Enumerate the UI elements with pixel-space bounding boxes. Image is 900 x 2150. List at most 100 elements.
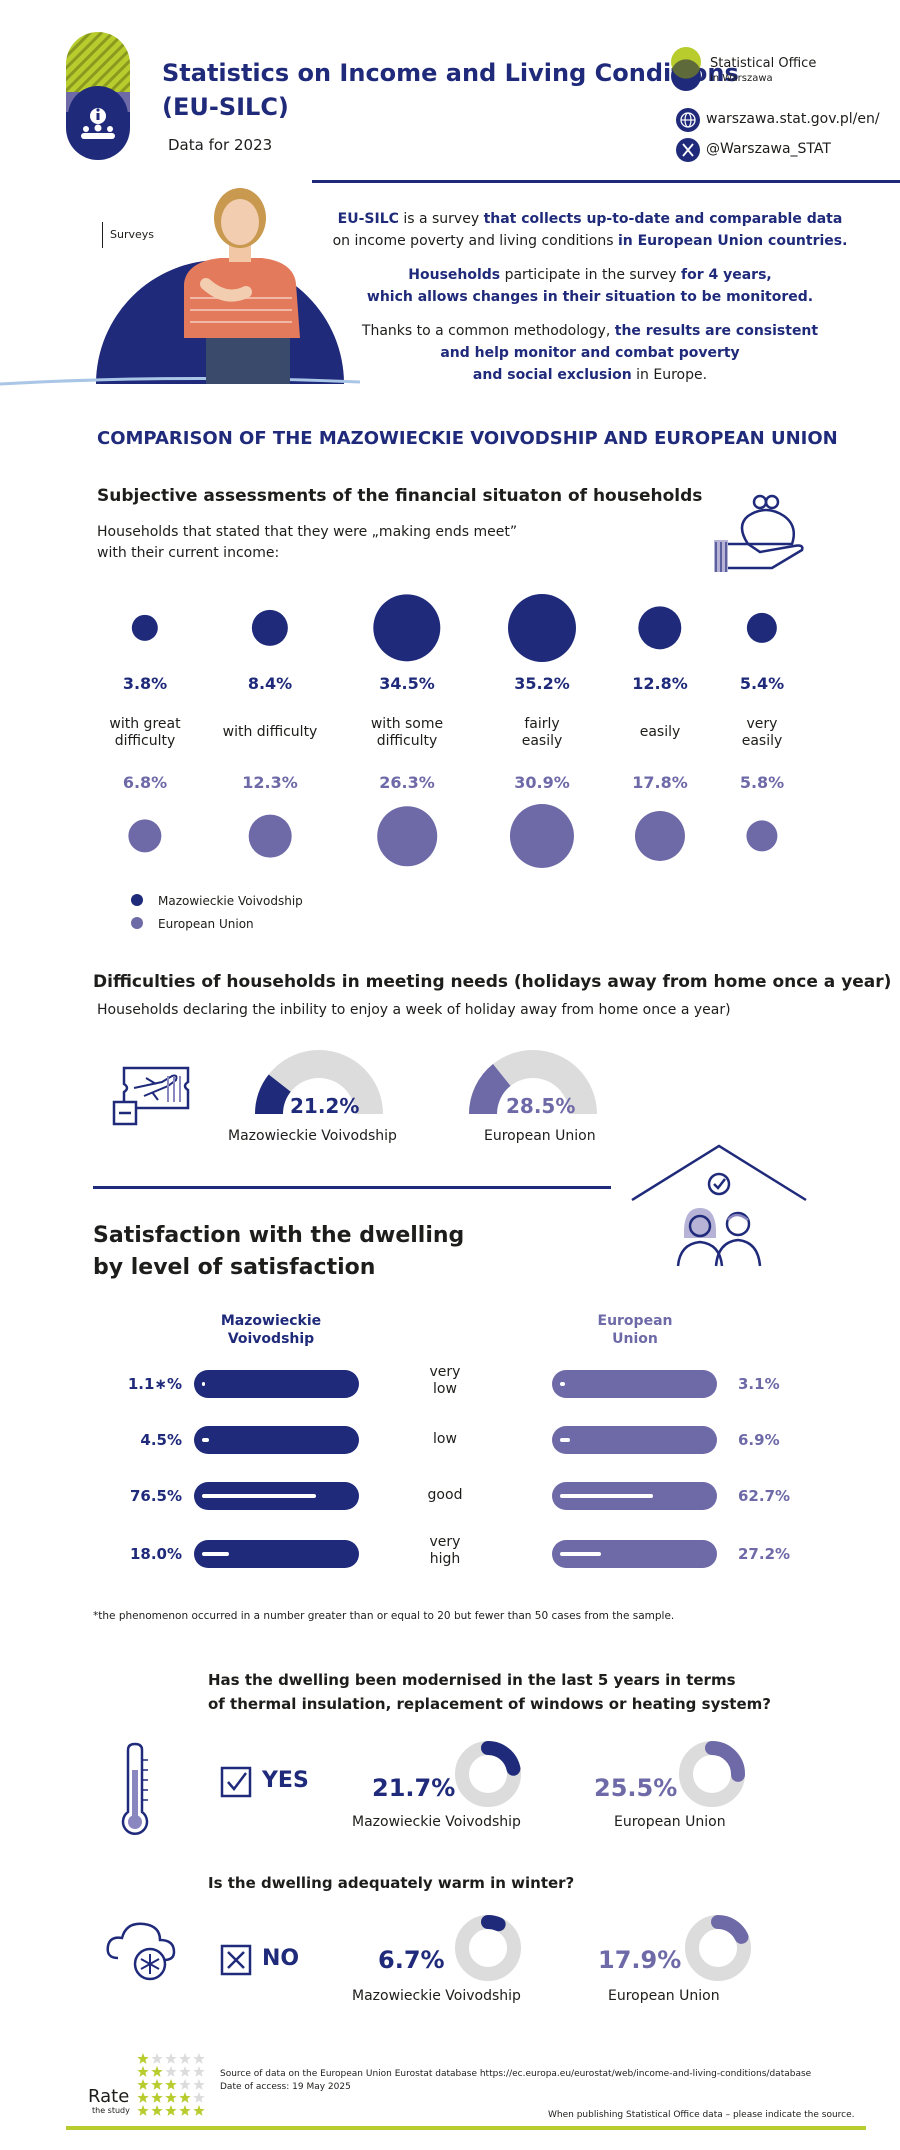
ends-meet-maz-value: 12.8%	[632, 674, 688, 693]
rate-sublabel: the study	[92, 2106, 130, 2115]
modernised-eu-donut	[679, 1741, 745, 1807]
globe-icon	[676, 108, 700, 132]
ends-meet-maz-value: 5.4%	[739, 674, 785, 693]
donut-track	[455, 1915, 521, 1981]
ends-meet-eu-bubble	[634, 810, 686, 862]
surveys-tag: Surveys	[110, 228, 154, 241]
modernised-maz-label: Mazowieckie Voivodship	[352, 1814, 521, 1830]
ends-meet-eu-value: 12.3%	[242, 773, 298, 792]
ends-meet-maz-bubble	[638, 606, 682, 650]
website-link[interactable]: warszawa.stat.gov.pl/en/	[706, 111, 880, 127]
donut-fill	[679, 1741, 745, 1807]
holidays-eu-label: European Union	[484, 1128, 596, 1144]
ends-meet-maz-bubble	[746, 612, 778, 644]
star-icon	[193, 2105, 205, 2116]
ends-meet-eu-value: 30.9%	[514, 773, 570, 792]
donut-fill	[685, 1915, 751, 1981]
cloud-snowflake-icon	[104, 1918, 180, 1982]
satisfaction-maz-bar	[194, 1482, 359, 1510]
holidays-maz-value: 21.2%	[290, 1094, 360, 1118]
satisfaction-maz-bar	[194, 1540, 359, 1568]
page-subtitle: Data for 2023	[168, 136, 273, 154]
satisfaction-maz-value: 18.0%	[129, 1545, 182, 1563]
ends-meet-eu-value: 17.8%	[632, 773, 688, 792]
satisfaction-eu-value: 6.9%	[738, 1431, 780, 1449]
satisfaction-eu-bar-fill	[560, 1552, 601, 1556]
warm-answer: NO	[262, 1946, 300, 1971]
ends-meet-title: Subjective assessments of the financial …	[97, 486, 703, 506]
star-icon	[151, 2105, 163, 2116]
satisfaction-eu-value: 27.2%	[738, 1545, 791, 1563]
star-icon	[193, 2053, 205, 2064]
star-icon	[179, 2105, 191, 2116]
comparison-title: COMPARISON OF THE MAZOWIECKIE VOIVODSHIP…	[97, 428, 838, 449]
satisfaction-eu-bar-fill	[560, 1382, 565, 1386]
star-icon	[179, 2092, 191, 2103]
ends-meet-maz-value: 8.4%	[247, 674, 293, 693]
satisfaction-footnote: *the phenomenon occurred in a number gre…	[93, 1610, 675, 1622]
footer-bar	[66, 2126, 866, 2130]
ends-meet-maz-bubble	[131, 614, 159, 642]
x-social-icon	[676, 138, 700, 162]
satisfaction-divider	[93, 1186, 611, 1189]
satisfaction-maz-bar	[194, 1426, 359, 1454]
purse-hand-icon	[708, 492, 808, 578]
star-icon	[137, 2053, 149, 2064]
warm-eu-label: European Union	[608, 1988, 720, 2004]
ends-meet-maz-bubble	[251, 609, 289, 647]
ends-meet-maz-value: 34.5%	[379, 674, 435, 693]
gauge-fill	[255, 1074, 291, 1114]
home-people-icon	[630, 1142, 808, 1268]
donut-fill	[455, 1741, 521, 1807]
satisfaction-maz-value: 1.1∗%	[127, 1375, 182, 1393]
modernised-maz-value: 21.7%	[372, 1774, 456, 1802]
ends-meet-category-label: with difficulty	[222, 724, 318, 740]
star-icon	[193, 2092, 205, 2103]
satisfaction-maz-value: 76.5%	[129, 1487, 182, 1505]
legend-maz-label: Mazowieckie Voivodship	[158, 894, 303, 908]
rate-label[interactable]: Rate	[88, 2086, 130, 2107]
satisfaction-level-label: low	[433, 1431, 457, 1447]
surveys-tag-line	[102, 222, 103, 248]
satisfaction-maz-heading: Mazowieckie Voivodship	[220, 1313, 322, 1347]
thermometer-icon	[118, 1742, 152, 1838]
star-icon	[151, 2053, 163, 2064]
survey-description: EU-SILC is a survey that collects up-to-…	[332, 211, 848, 383]
star-icon	[165, 2079, 177, 2090]
warm-eu-value: 17.9%	[598, 1946, 682, 1974]
holidays-description: Households declaring the inbility to enj…	[97, 1002, 731, 1018]
legend-maz-dot	[131, 894, 143, 906]
gauge-fill	[469, 1064, 511, 1114]
legend-eu-dot	[131, 917, 143, 929]
satisfaction-maz-bar	[194, 1370, 359, 1398]
satisfaction-level-label: very low	[429, 1364, 461, 1397]
ends-meet-eu-bubble	[509, 803, 575, 869]
ends-meet-description: Households that stated that they were „m…	[97, 524, 518, 561]
star-icon	[137, 2066, 149, 2077]
satisfaction-eu-bar-fill	[560, 1438, 571, 1442]
modernised-eu-value: 25.5%	[594, 1774, 678, 1802]
modernised-maz-donut	[455, 1741, 521, 1807]
rate-stars[interactable]	[136, 2052, 208, 2118]
satisfaction-title: Satisfaction with the dwelling by level …	[93, 1223, 465, 1280]
holidays-title: Difficulties of households in meeting ne…	[93, 972, 892, 992]
satisfaction-eu-bar	[552, 1482, 717, 1510]
gauge-track	[255, 1050, 383, 1114]
satisfaction-eu-value: 62.7%	[738, 1487, 791, 1505]
satisfaction-maz-value: 4.5%	[140, 1431, 182, 1449]
satisfaction-level-label: good	[427, 1487, 463, 1503]
star-icon	[137, 2079, 149, 2090]
ends-meet-eu-value: 26.3%	[379, 773, 435, 792]
star-icon	[179, 2066, 191, 2077]
ends-meet-eu-bubble	[377, 806, 437, 866]
modernised-answer: YES	[262, 1768, 309, 1793]
checkbox-checked-icon	[220, 1766, 252, 1798]
ends-meet-category-label: fairly easily	[521, 716, 563, 749]
ends-meet-maz-bubble	[373, 594, 441, 662]
satisfaction-eu-value: 3.1%	[738, 1375, 780, 1393]
star-icon	[179, 2053, 191, 2064]
holidays-maz-label: Mazowieckie Voivodship	[228, 1128, 397, 1144]
satisfaction-eu-bar-fill	[560, 1494, 654, 1498]
social-handle[interactable]: @Warszawa_STAT	[706, 141, 831, 157]
star-icon	[151, 2079, 163, 2090]
